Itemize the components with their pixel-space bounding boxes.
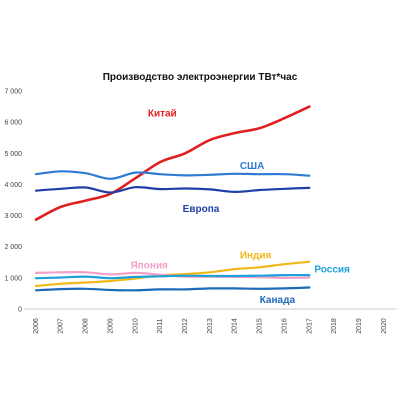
series-line (34, 286, 311, 292)
y-tick-label: 7 000 (4, 89, 22, 96)
x-tick-label: 2008 (83, 318, 90, 334)
series-line (34, 260, 311, 288)
x-tick-label: 2012 (182, 318, 189, 334)
x-tick-label: 2018 (331, 318, 338, 334)
x-tick-label: 2006 (33, 318, 40, 334)
series-line (34, 170, 311, 180)
x-tick-label: 2014 (232, 318, 239, 334)
y-tick-label: 0 (18, 307, 22, 314)
series-label: США (240, 161, 264, 172)
y-tick-label: 5 000 (4, 151, 22, 158)
y-tick-label: 2 000 (4, 244, 22, 251)
y-tick-label: 4 000 (4, 182, 22, 189)
y-tick-label: 6 000 (4, 120, 22, 127)
x-tick-label: 2007 (58, 318, 65, 334)
series-label: Европа (183, 204, 220, 215)
x-tick-label: 2009 (107, 318, 114, 334)
series-label: Япония (130, 260, 168, 271)
series-label: Россия (314, 265, 350, 276)
x-tick-label: 2020 (381, 318, 388, 334)
y-tick-label: 3 000 (4, 213, 22, 220)
x-tick-label: 2011 (157, 318, 164, 333)
series-label: Канада (260, 295, 296, 306)
x-tick-label: 2015 (257, 318, 264, 334)
y-tick-label: 1 000 (4, 275, 22, 282)
series-label: Индия (240, 250, 272, 261)
x-tick-label: 2019 (356, 318, 363, 334)
chart-title: Производство электроэнергии ТВт*час (103, 72, 298, 83)
x-tick-label: 2010 (132, 318, 139, 334)
series-label: Китай (148, 108, 177, 119)
x-tick-label: 2013 (207, 318, 214, 334)
series-line (34, 186, 311, 194)
x-tick-label: 2016 (281, 318, 288, 334)
series-line (34, 105, 311, 221)
series-line (34, 273, 311, 280)
x-tick-label: 2017 (306, 318, 313, 334)
